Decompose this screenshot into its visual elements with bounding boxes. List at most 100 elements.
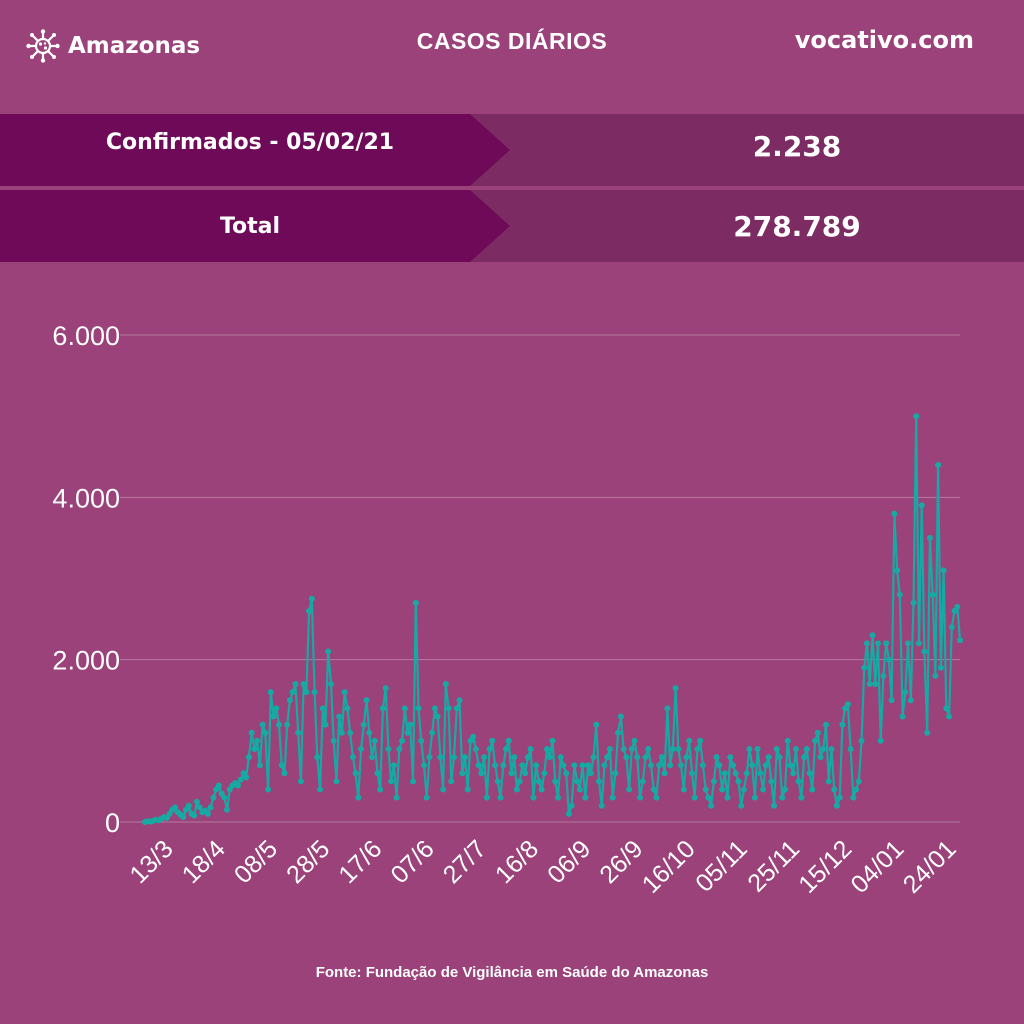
data-point <box>576 786 583 793</box>
data-point <box>771 802 777 809</box>
data-point <box>929 591 936 598</box>
data-point <box>265 786 272 793</box>
data-point <box>820 746 827 752</box>
data-point <box>475 762 482 769</box>
data-point <box>686 737 693 744</box>
data-point <box>751 794 758 801</box>
data-point <box>680 786 687 793</box>
data-point <box>462 754 468 761</box>
data-point <box>508 770 515 777</box>
data-point <box>382 685 389 692</box>
data-point <box>295 729 302 736</box>
x-tick-label: 15/12 <box>793 835 857 899</box>
data-point <box>880 672 887 679</box>
data-point <box>918 502 925 509</box>
data-point <box>719 786 726 793</box>
data-point <box>691 794 698 801</box>
data-point <box>248 729 255 736</box>
data-point <box>943 705 950 712</box>
data-point <box>459 770 466 777</box>
data-point <box>563 770 570 777</box>
data-point <box>875 640 881 647</box>
data-point <box>349 754 356 761</box>
data-point <box>204 810 211 817</box>
data-point <box>423 794 430 801</box>
data-point <box>360 721 367 728</box>
data-point <box>191 812 198 819</box>
data-point <box>926 534 933 541</box>
data-point <box>606 746 613 752</box>
data-point <box>866 681 873 687</box>
data-point <box>787 762 794 769</box>
data-point <box>642 754 649 761</box>
x-tick-label: 16/8 <box>490 835 544 889</box>
data-point <box>730 762 736 769</box>
data-point <box>604 754 611 761</box>
data-point <box>221 794 228 801</box>
data-point <box>631 737 638 744</box>
data-point <box>289 689 296 696</box>
data-point <box>470 733 477 740</box>
x-tick-label: 18/4 <box>177 835 231 889</box>
data-point <box>937 664 944 671</box>
data-point <box>259 721 266 728</box>
data-point <box>237 776 244 783</box>
data-point <box>902 689 909 696</box>
data-point <box>921 648 928 655</box>
data-point <box>557 754 564 761</box>
data-point <box>194 798 200 805</box>
data-point <box>347 729 354 736</box>
data-point <box>716 762 723 769</box>
data-point <box>330 737 337 744</box>
data-point <box>180 814 187 821</box>
data-point <box>721 770 728 777</box>
data-point <box>626 786 633 793</box>
data-point <box>245 754 252 761</box>
data-point <box>358 746 365 752</box>
data-point <box>828 746 835 752</box>
data-point <box>598 802 605 809</box>
data-point <box>254 737 261 744</box>
data-point <box>278 762 285 769</box>
data-point <box>412 599 419 606</box>
confirmed-value-panel: 2.238 <box>470 114 1024 186</box>
data-point <box>486 746 493 752</box>
data-point <box>724 794 731 801</box>
data-point <box>555 794 561 801</box>
data-point <box>740 786 747 793</box>
data-point <box>609 794 616 801</box>
data-point <box>494 778 501 785</box>
brand-name: Amazonas <box>68 33 201 59</box>
data-point <box>549 737 556 744</box>
data-point <box>308 595 315 602</box>
data-point <box>319 705 326 712</box>
data-point <box>235 782 241 789</box>
data-point <box>363 697 370 704</box>
brand: Amazonas <box>26 26 200 66</box>
data-point <box>713 754 720 761</box>
data-point <box>505 737 512 744</box>
data-point <box>661 770 668 777</box>
data-point <box>790 770 797 777</box>
data-point <box>273 705 280 712</box>
x-tick-label: 05/11 <box>690 835 753 898</box>
confirmed-label-panel <box>0 114 510 186</box>
data-point <box>503 746 509 752</box>
data-point <box>516 778 523 785</box>
data-point <box>946 713 953 720</box>
data-point <box>872 681 879 687</box>
data-point <box>634 754 641 761</box>
data-point <box>251 746 258 752</box>
x-tick-label: 08/5 <box>229 835 283 889</box>
data-point <box>803 746 810 752</box>
data-point <box>286 697 293 704</box>
data-point <box>333 778 340 785</box>
data-point <box>399 737 406 744</box>
data-point <box>801 754 808 761</box>
data-point <box>451 754 457 761</box>
data-point <box>328 681 334 687</box>
data-point <box>697 737 704 744</box>
data-point <box>710 778 717 785</box>
data-point <box>538 786 545 793</box>
data-point <box>817 754 824 761</box>
